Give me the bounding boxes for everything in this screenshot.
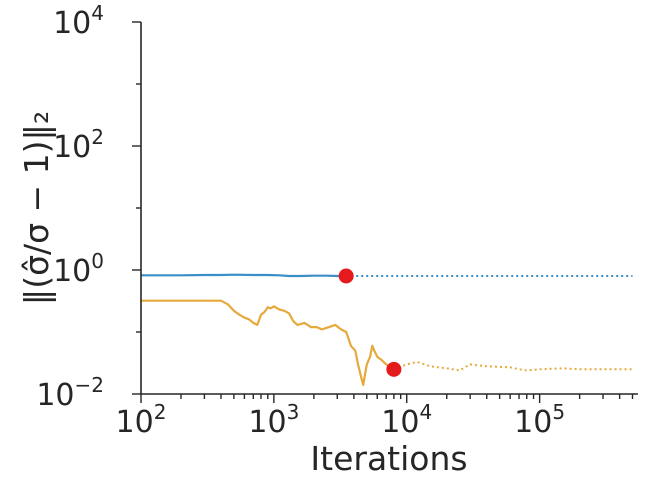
y-tick-label: 102 bbox=[53, 125, 104, 165]
x-axis-ticks: 102 103 104 105 bbox=[116, 394, 634, 440]
marker-point-2 bbox=[386, 361, 402, 377]
y-axis-ticks: 104 102 100 10−2 bbox=[36, 1, 141, 413]
marker-point-1 bbox=[338, 268, 354, 284]
series-line-4 bbox=[393, 360, 633, 372]
plot-markers bbox=[338, 268, 402, 377]
x-axis-label: Iterations bbox=[310, 439, 467, 478]
y-tick-label: 100 bbox=[53, 249, 104, 289]
y-tick-label: 10−2 bbox=[36, 373, 104, 413]
x-tick-label: 103 bbox=[248, 400, 299, 440]
y-axis-label: ‖(σ̂/σ − 1)‖₂ bbox=[17, 111, 56, 306]
x-tick-label: 104 bbox=[381, 400, 432, 440]
y-tick-label: 104 bbox=[53, 1, 104, 41]
x-tick-label: 105 bbox=[514, 400, 565, 440]
series-line-3 bbox=[141, 299, 395, 386]
series-line-1 bbox=[141, 273, 347, 278]
x-tick-label: 102 bbox=[116, 400, 167, 440]
plot-lines bbox=[141, 273, 633, 386]
